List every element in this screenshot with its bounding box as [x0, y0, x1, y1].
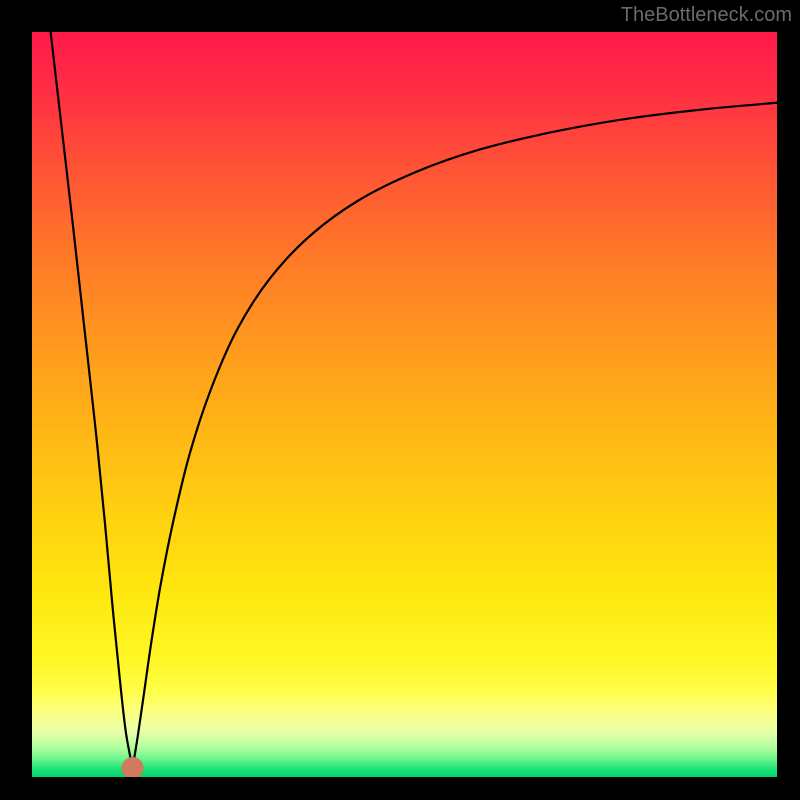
plot-area: [32, 32, 777, 777]
background-gradient: [32, 32, 777, 777]
attribution-label: TheBottleneck.com: [621, 4, 792, 27]
chart-frame: TheBottleneck.com: [0, 0, 800, 800]
